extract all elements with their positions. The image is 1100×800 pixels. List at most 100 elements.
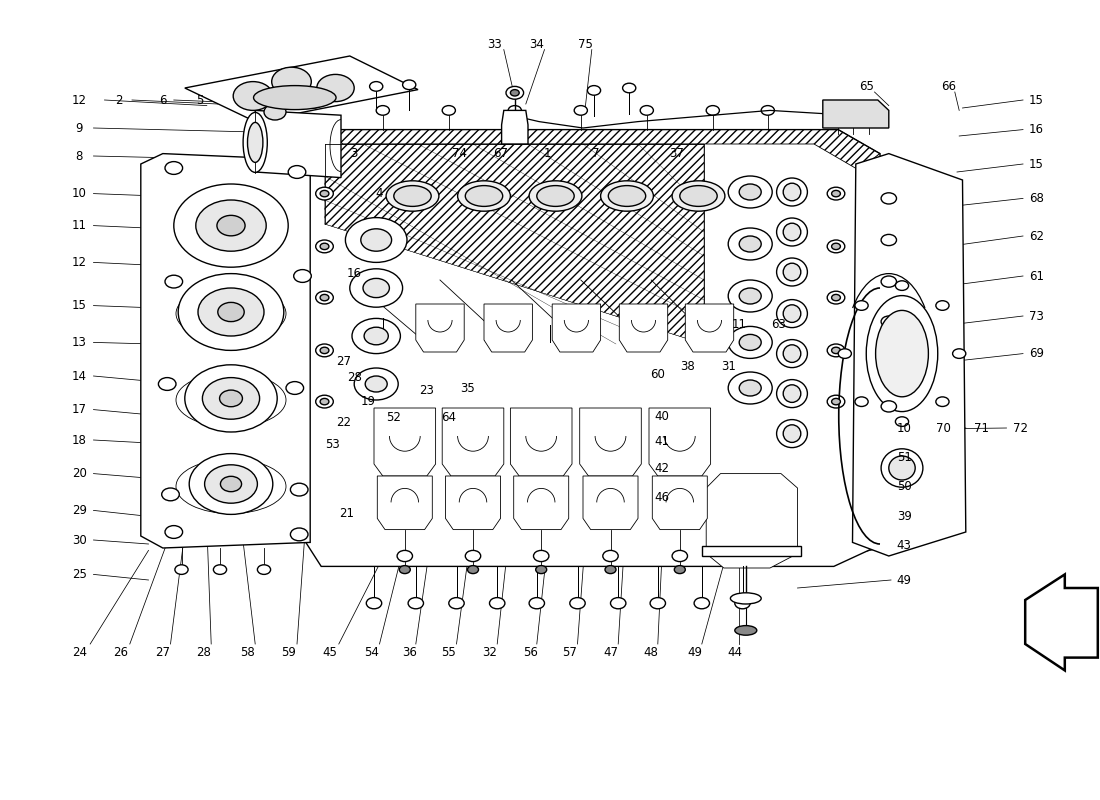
- Circle shape: [490, 598, 505, 609]
- Text: 10: 10: [896, 422, 912, 434]
- Circle shape: [728, 372, 772, 404]
- Circle shape: [881, 234, 896, 246]
- Circle shape: [350, 269, 403, 307]
- Circle shape: [855, 301, 868, 310]
- Ellipse shape: [465, 186, 503, 206]
- Circle shape: [220, 476, 242, 492]
- Ellipse shape: [248, 122, 263, 162]
- Ellipse shape: [783, 263, 801, 281]
- Circle shape: [165, 526, 183, 538]
- Text: 10: 10: [72, 187, 87, 200]
- Circle shape: [352, 318, 400, 354]
- Circle shape: [672, 550, 688, 562]
- Text: 36: 36: [402, 646, 417, 658]
- Circle shape: [316, 291, 333, 304]
- Text: 14: 14: [72, 370, 87, 382]
- Circle shape: [399, 566, 410, 574]
- Polygon shape: [652, 476, 707, 530]
- Polygon shape: [377, 476, 432, 530]
- Text: 62: 62: [1028, 230, 1044, 242]
- Circle shape: [881, 358, 896, 370]
- Polygon shape: [141, 154, 310, 548]
- Circle shape: [165, 162, 183, 174]
- Circle shape: [320, 347, 329, 354]
- Text: 11: 11: [732, 318, 747, 330]
- Text: 42: 42: [654, 462, 670, 474]
- Circle shape: [855, 397, 868, 406]
- Ellipse shape: [777, 300, 807, 328]
- Ellipse shape: [783, 385, 801, 402]
- Circle shape: [739, 288, 761, 304]
- Circle shape: [320, 190, 329, 197]
- Circle shape: [735, 598, 750, 609]
- Circle shape: [605, 566, 616, 574]
- Ellipse shape: [783, 183, 801, 201]
- Circle shape: [205, 465, 257, 503]
- Circle shape: [320, 243, 329, 250]
- Text: 49: 49: [688, 646, 703, 658]
- Polygon shape: [580, 408, 641, 476]
- Circle shape: [510, 90, 519, 96]
- Text: 68: 68: [1028, 192, 1044, 205]
- Text: 53: 53: [324, 438, 340, 450]
- Circle shape: [728, 228, 772, 260]
- Text: 50: 50: [896, 480, 912, 493]
- Ellipse shape: [458, 181, 510, 211]
- Text: 47: 47: [603, 646, 618, 658]
- Text: 7: 7: [593, 147, 600, 160]
- Text: 31: 31: [720, 360, 736, 373]
- Circle shape: [290, 528, 308, 541]
- Text: 54: 54: [364, 646, 380, 658]
- Circle shape: [761, 106, 774, 115]
- Ellipse shape: [735, 626, 757, 635]
- Text: 9: 9: [76, 122, 82, 134]
- Circle shape: [294, 270, 311, 282]
- Circle shape: [529, 598, 544, 609]
- Text: 71: 71: [974, 422, 989, 434]
- Text: autospares: autospares: [526, 484, 684, 508]
- Polygon shape: [706, 474, 798, 568]
- Text: 40: 40: [654, 410, 670, 422]
- Text: 12: 12: [72, 94, 87, 106]
- Circle shape: [650, 598, 666, 609]
- Text: 23: 23: [419, 384, 435, 397]
- Ellipse shape: [783, 425, 801, 442]
- Ellipse shape: [783, 223, 801, 241]
- Polygon shape: [416, 304, 464, 352]
- Circle shape: [365, 376, 387, 392]
- Circle shape: [895, 281, 909, 290]
- Circle shape: [832, 243, 840, 250]
- Polygon shape: [442, 408, 504, 476]
- Circle shape: [257, 565, 271, 574]
- Circle shape: [936, 301, 949, 310]
- Text: 65: 65: [859, 80, 874, 93]
- Circle shape: [189, 454, 273, 514]
- Circle shape: [408, 598, 424, 609]
- Circle shape: [728, 176, 772, 208]
- Circle shape: [363, 278, 389, 298]
- Ellipse shape: [537, 186, 574, 206]
- Circle shape: [320, 398, 329, 405]
- Circle shape: [272, 67, 311, 96]
- Text: 16: 16: [1028, 123, 1044, 136]
- Text: 8: 8: [76, 150, 82, 162]
- Text: autospares: autospares: [526, 348, 684, 372]
- Circle shape: [832, 398, 840, 405]
- Circle shape: [233, 82, 273, 110]
- Circle shape: [623, 83, 636, 93]
- Circle shape: [316, 395, 333, 408]
- Circle shape: [178, 274, 284, 350]
- Circle shape: [534, 550, 549, 562]
- Circle shape: [832, 294, 840, 301]
- Text: 58: 58: [240, 646, 255, 658]
- Circle shape: [506, 86, 524, 99]
- Circle shape: [895, 417, 909, 426]
- Ellipse shape: [777, 178, 807, 206]
- Circle shape: [570, 598, 585, 609]
- Ellipse shape: [529, 181, 582, 211]
- Text: 22: 22: [336, 416, 351, 429]
- Circle shape: [175, 565, 188, 574]
- Ellipse shape: [777, 419, 807, 447]
- Circle shape: [442, 106, 455, 115]
- Text: 1: 1: [544, 147, 551, 160]
